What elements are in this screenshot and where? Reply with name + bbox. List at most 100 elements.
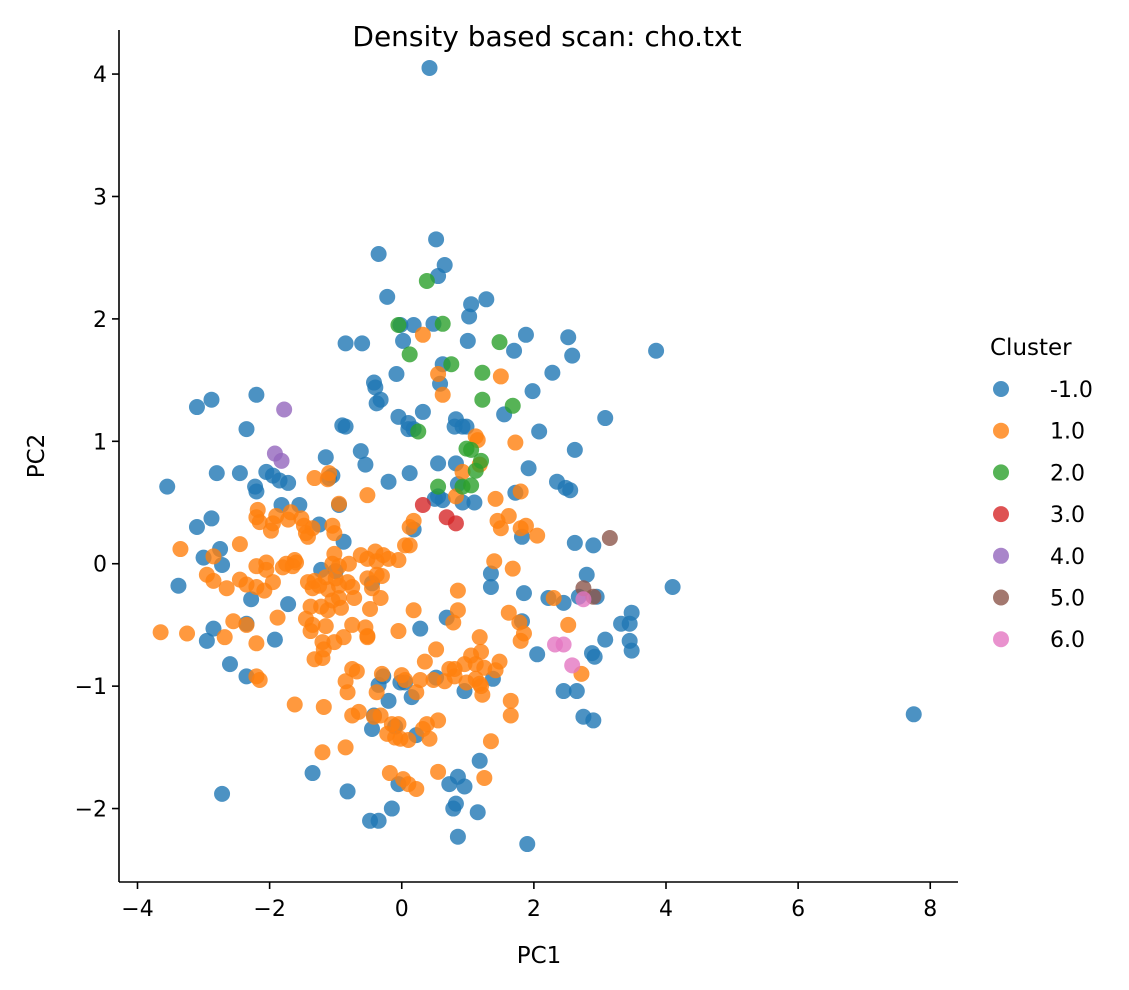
data-point (354, 335, 371, 352)
data-point (370, 812, 387, 829)
data-point (519, 836, 536, 853)
data-point (575, 591, 592, 608)
data-point (545, 590, 562, 606)
legend-marker (993, 589, 1009, 606)
data-point (564, 657, 581, 674)
legend: Cluster -1.0 1.0 2.0 3.0 4.0 5.0 6.0 (990, 335, 1093, 653)
data-point (238, 421, 255, 438)
data-point (208, 465, 225, 482)
series-5.0 (575, 530, 618, 605)
data-point (456, 778, 473, 795)
data-point (482, 578, 499, 595)
data-point (203, 510, 220, 527)
data-point (205, 572, 222, 589)
data-point (492, 520, 509, 537)
data-point (258, 561, 275, 578)
legend-label: 1.0 (1050, 420, 1085, 445)
legend-entry: 3.0 (993, 503, 1085, 528)
data-point (463, 296, 480, 313)
data-point (304, 520, 321, 537)
legend-marker (993, 547, 1009, 564)
data-point (416, 653, 433, 670)
data-point (314, 744, 331, 761)
data-point (372, 391, 389, 408)
legend-entry: 1.0 (993, 420, 1085, 445)
data-point (471, 675, 488, 692)
x-tick-label: −2 (253, 897, 285, 922)
data-point (397, 537, 414, 554)
data-point (544, 364, 561, 381)
data-point (379, 288, 396, 305)
legend-entry: -1.0 (993, 378, 1093, 403)
data-point (512, 483, 529, 500)
data-point (506, 342, 523, 359)
data-point (381, 765, 398, 782)
data-point (430, 365, 447, 382)
y-tick-label: 1 (93, 430, 107, 455)
data-point (205, 548, 222, 565)
data-point (562, 482, 579, 499)
data-point (198, 632, 215, 649)
data-point (357, 456, 374, 473)
data-point (172, 541, 189, 558)
data-point (372, 590, 389, 606)
data-point (447, 515, 464, 532)
data-point (428, 231, 445, 248)
data-point (445, 614, 462, 631)
data-point (315, 698, 332, 715)
data-point (362, 601, 379, 618)
data-point (408, 780, 425, 797)
data-point (405, 602, 422, 619)
data-point (317, 618, 334, 635)
series-6.0 (547, 591, 592, 674)
legend-label: 5.0 (1050, 587, 1085, 612)
data-point (251, 672, 268, 689)
data-point (214, 785, 231, 802)
data-point (585, 537, 602, 554)
data-point (216, 629, 233, 646)
data-point (344, 616, 361, 633)
data-point (597, 410, 614, 427)
data-point (319, 602, 336, 619)
data-point (648, 342, 665, 359)
data-point (326, 525, 343, 542)
y-tick-label: −1 (75, 675, 107, 700)
data-point (517, 517, 534, 534)
legend-label: -1.0 (1050, 378, 1093, 403)
data-point (408, 684, 425, 701)
legend-title: Cluster (990, 335, 1072, 361)
data-point (426, 490, 443, 507)
data-point (474, 364, 491, 381)
data-point (380, 692, 397, 709)
data-point (491, 334, 508, 351)
data-point (461, 308, 478, 325)
series-2.0 (390, 272, 521, 495)
y-ticks: −2 −1 0 1 2 3 4 (75, 63, 119, 823)
data-point (566, 441, 583, 458)
series-3.0 (414, 496, 464, 532)
data-point (387, 729, 404, 746)
data-point (487, 490, 504, 507)
data-point (585, 712, 602, 729)
data-point (504, 397, 521, 414)
chart-title: Density based scan: cho.txt (352, 20, 741, 53)
data-point (380, 473, 397, 490)
data-point (502, 707, 519, 724)
data-point (449, 582, 466, 599)
legend-marker (993, 631, 1009, 648)
data-point (321, 465, 338, 482)
data-point (262, 522, 279, 539)
data-point (443, 356, 460, 373)
data-point (463, 477, 480, 494)
data-point (170, 577, 187, 594)
data-point (348, 663, 365, 680)
data-point (421, 730, 438, 747)
data-point (412, 620, 429, 637)
data-point (337, 418, 354, 435)
data-point (339, 684, 356, 701)
x-tick-label: 4 (659, 897, 673, 922)
data-point (330, 495, 347, 512)
data-point (555, 636, 572, 653)
data-point (428, 641, 445, 658)
data-point (486, 553, 503, 570)
